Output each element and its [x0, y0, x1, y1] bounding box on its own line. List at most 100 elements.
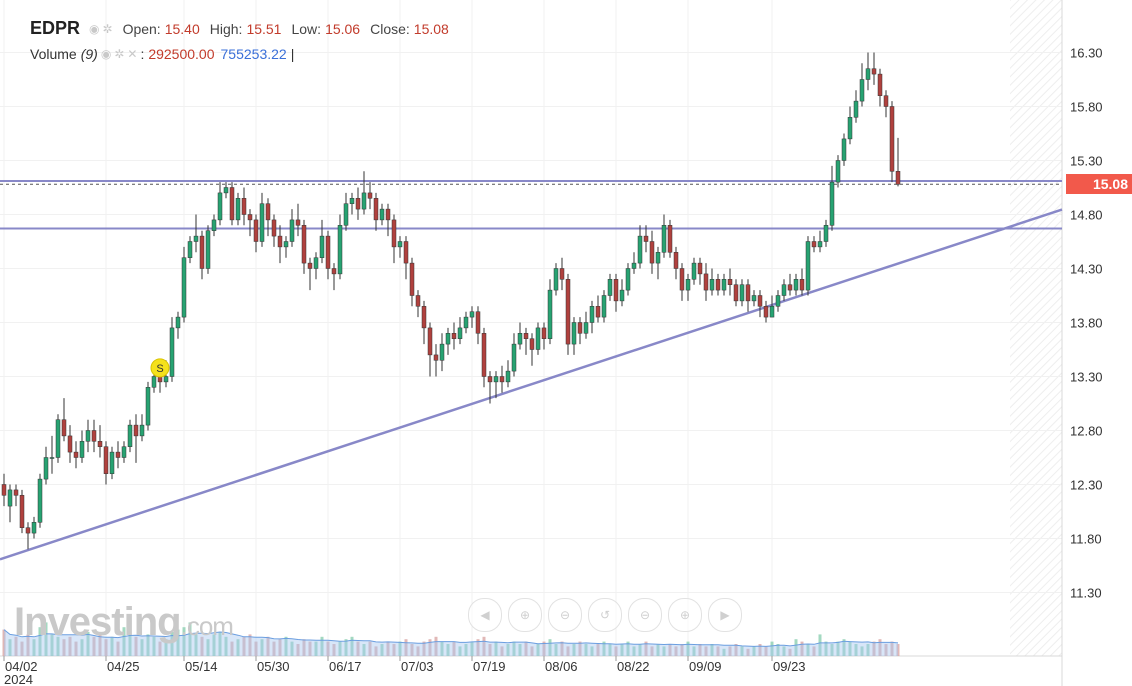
- volume-bar: [728, 646, 732, 656]
- x-tick-label: 04/02: [5, 659, 38, 674]
- candle-body: [769, 306, 775, 318]
- signal-marker-circle: [150, 358, 170, 378]
- volume-bar: [776, 644, 780, 656]
- scroll-right-button[interactable]: ▶: [708, 598, 742, 632]
- volume-bar: [620, 644, 624, 656]
- candle-body: [583, 322, 589, 334]
- volume-bar: [842, 639, 846, 656]
- zoom-in-button[interactable]: ⊕: [508, 598, 542, 632]
- candle-body: [703, 273, 709, 291]
- volume-bar: [386, 641, 390, 656]
- candle-body: [433, 354, 439, 361]
- volume-bar: [380, 644, 384, 656]
- candle-body: [163, 376, 169, 383]
- candle-body: [895, 171, 901, 185]
- candle-body: [373, 198, 379, 221]
- volume-bar: [8, 639, 12, 656]
- candle-body: [463, 316, 469, 329]
- volume-bar: [878, 639, 882, 656]
- candle-body: [277, 235, 283, 248]
- candle-body: [97, 441, 103, 447]
- volume-bar: [350, 636, 354, 656]
- watermark-suffix: .com: [180, 611, 234, 641]
- volume-bar: [830, 644, 834, 656]
- candle-body: [193, 235, 199, 242]
- volume-bar: [542, 641, 546, 656]
- candle-body: [541, 327, 547, 339]
- volume-bar: [104, 639, 108, 656]
- candle-body: [481, 333, 487, 377]
- volume-bar: [764, 646, 768, 656]
- candle-body: [7, 489, 13, 507]
- volume-bar: [818, 634, 822, 656]
- gear-icon[interactable]: ✲: [102, 21, 113, 36]
- signal-marker[interactable]: S: [150, 358, 170, 378]
- volume-bar: [704, 646, 708, 656]
- candle-body: [445, 333, 451, 345]
- y-tick-label: 14.30: [1070, 262, 1103, 277]
- candle-body: [499, 376, 505, 383]
- signal-marker-label: S: [156, 363, 163, 375]
- volume-bar: [590, 646, 594, 656]
- scroll-left-button[interactable]: ◀: [468, 598, 502, 632]
- candle-body: [889, 106, 895, 172]
- gear-icon[interactable]: ✲: [114, 47, 125, 61]
- zoom-out-more-button[interactable]: ⊖: [628, 598, 662, 632]
- zoom-out-button[interactable]: ⊖: [548, 598, 582, 632]
- volume-bar: [722, 648, 726, 656]
- candle-body: [31, 522, 37, 534]
- volume-bar: [176, 629, 180, 656]
- candle-body: [457, 327, 463, 339]
- volume-bar: [116, 641, 120, 656]
- volume-bar: [668, 644, 672, 656]
- candle-body: [775, 295, 781, 307]
- volume-bar: [410, 644, 414, 656]
- volume-bar: [848, 641, 852, 656]
- volume-bar: [494, 641, 498, 656]
- y-tick-label: 14.80: [1070, 208, 1103, 223]
- low-label: Low:: [291, 20, 322, 37]
- reset-button[interactable]: ↺: [588, 598, 622, 632]
- volume-bar: [758, 644, 762, 656]
- volume-bar: [434, 636, 438, 656]
- candle-body: [487, 376, 493, 383]
- eye-icon[interactable]: ◉: [100, 47, 112, 61]
- candles[interactable]: [1, 52, 901, 550]
- drawing-lines[interactable]: [0, 180, 1063, 561]
- candle-body: [283, 241, 289, 248]
- candle-body: [853, 100, 859, 118]
- candle-body: [313, 257, 319, 269]
- x-tick-label: 05/14: [185, 659, 218, 674]
- high-label: High:: [209, 20, 243, 37]
- open-label: Open:: [122, 20, 161, 37]
- candle-body: [139, 424, 145, 437]
- candle-body: [709, 279, 715, 291]
- volume-bar: [332, 644, 336, 656]
- eye-icon[interactable]: ◉: [89, 21, 100, 36]
- volume-bar: [290, 641, 294, 656]
- candle-body: [61, 419, 67, 437]
- volume-bar: [644, 641, 648, 656]
- volume-bar: [638, 644, 642, 656]
- y-tick-label: 15.80: [1070, 100, 1103, 115]
- volume-bar: [506, 644, 510, 656]
- volume-bar: [404, 639, 408, 656]
- volume-bar: [440, 641, 444, 656]
- candle-body: [145, 387, 151, 426]
- candle-body: [379, 208, 385, 221]
- candle-body: [799, 279, 805, 291]
- volume-bar: [482, 636, 486, 656]
- candle-body: [883, 95, 889, 107]
- close-icon[interactable]: ✕: [127, 47, 138, 61]
- candle-body: [565, 279, 571, 345]
- volume-bar: [152, 636, 156, 656]
- volume-bar: [398, 641, 402, 656]
- future-area: [1010, 0, 1062, 656]
- volume-bar: [260, 639, 264, 656]
- candle-body: [415, 295, 421, 307]
- zoom-in-more-button[interactable]: ⊕: [668, 598, 702, 632]
- candle-body: [661, 225, 667, 253]
- candle-body: [37, 478, 43, 523]
